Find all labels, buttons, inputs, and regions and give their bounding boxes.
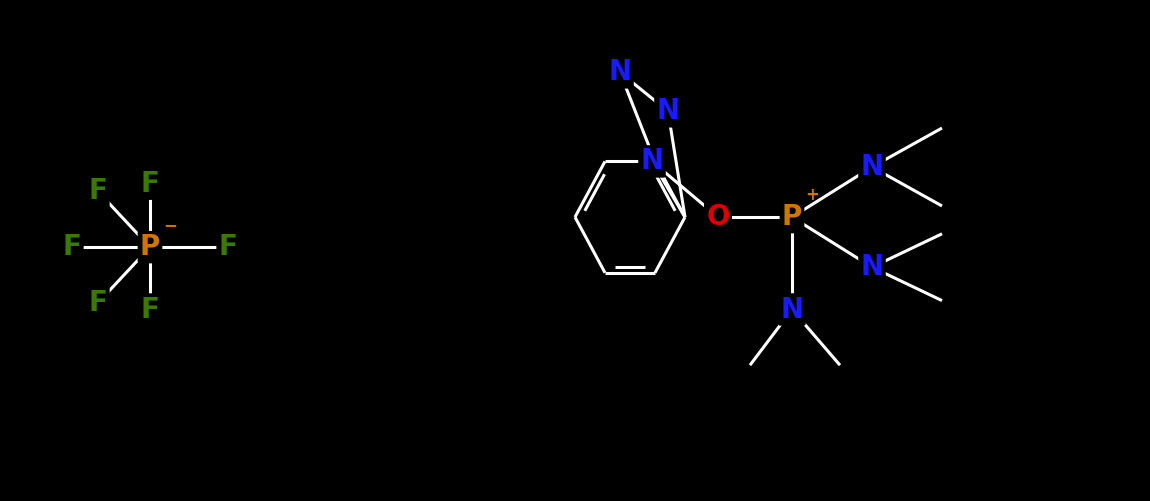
Text: F: F: [218, 233, 237, 261]
Text: P: P: [782, 203, 803, 231]
Text: F: F: [62, 233, 82, 261]
Text: N: N: [781, 296, 804, 324]
Text: N: N: [860, 253, 883, 281]
Text: F: F: [89, 289, 107, 317]
Text: F: F: [140, 170, 160, 198]
Text: O: O: [706, 203, 730, 231]
Text: P: P: [140, 233, 160, 261]
Text: N: N: [641, 147, 664, 175]
Text: N: N: [657, 97, 680, 125]
Text: F: F: [89, 177, 107, 205]
Text: F: F: [140, 296, 160, 324]
Text: −: −: [163, 216, 177, 234]
Text: N: N: [860, 153, 883, 181]
Text: N: N: [608, 59, 631, 86]
Text: +: +: [805, 186, 819, 204]
